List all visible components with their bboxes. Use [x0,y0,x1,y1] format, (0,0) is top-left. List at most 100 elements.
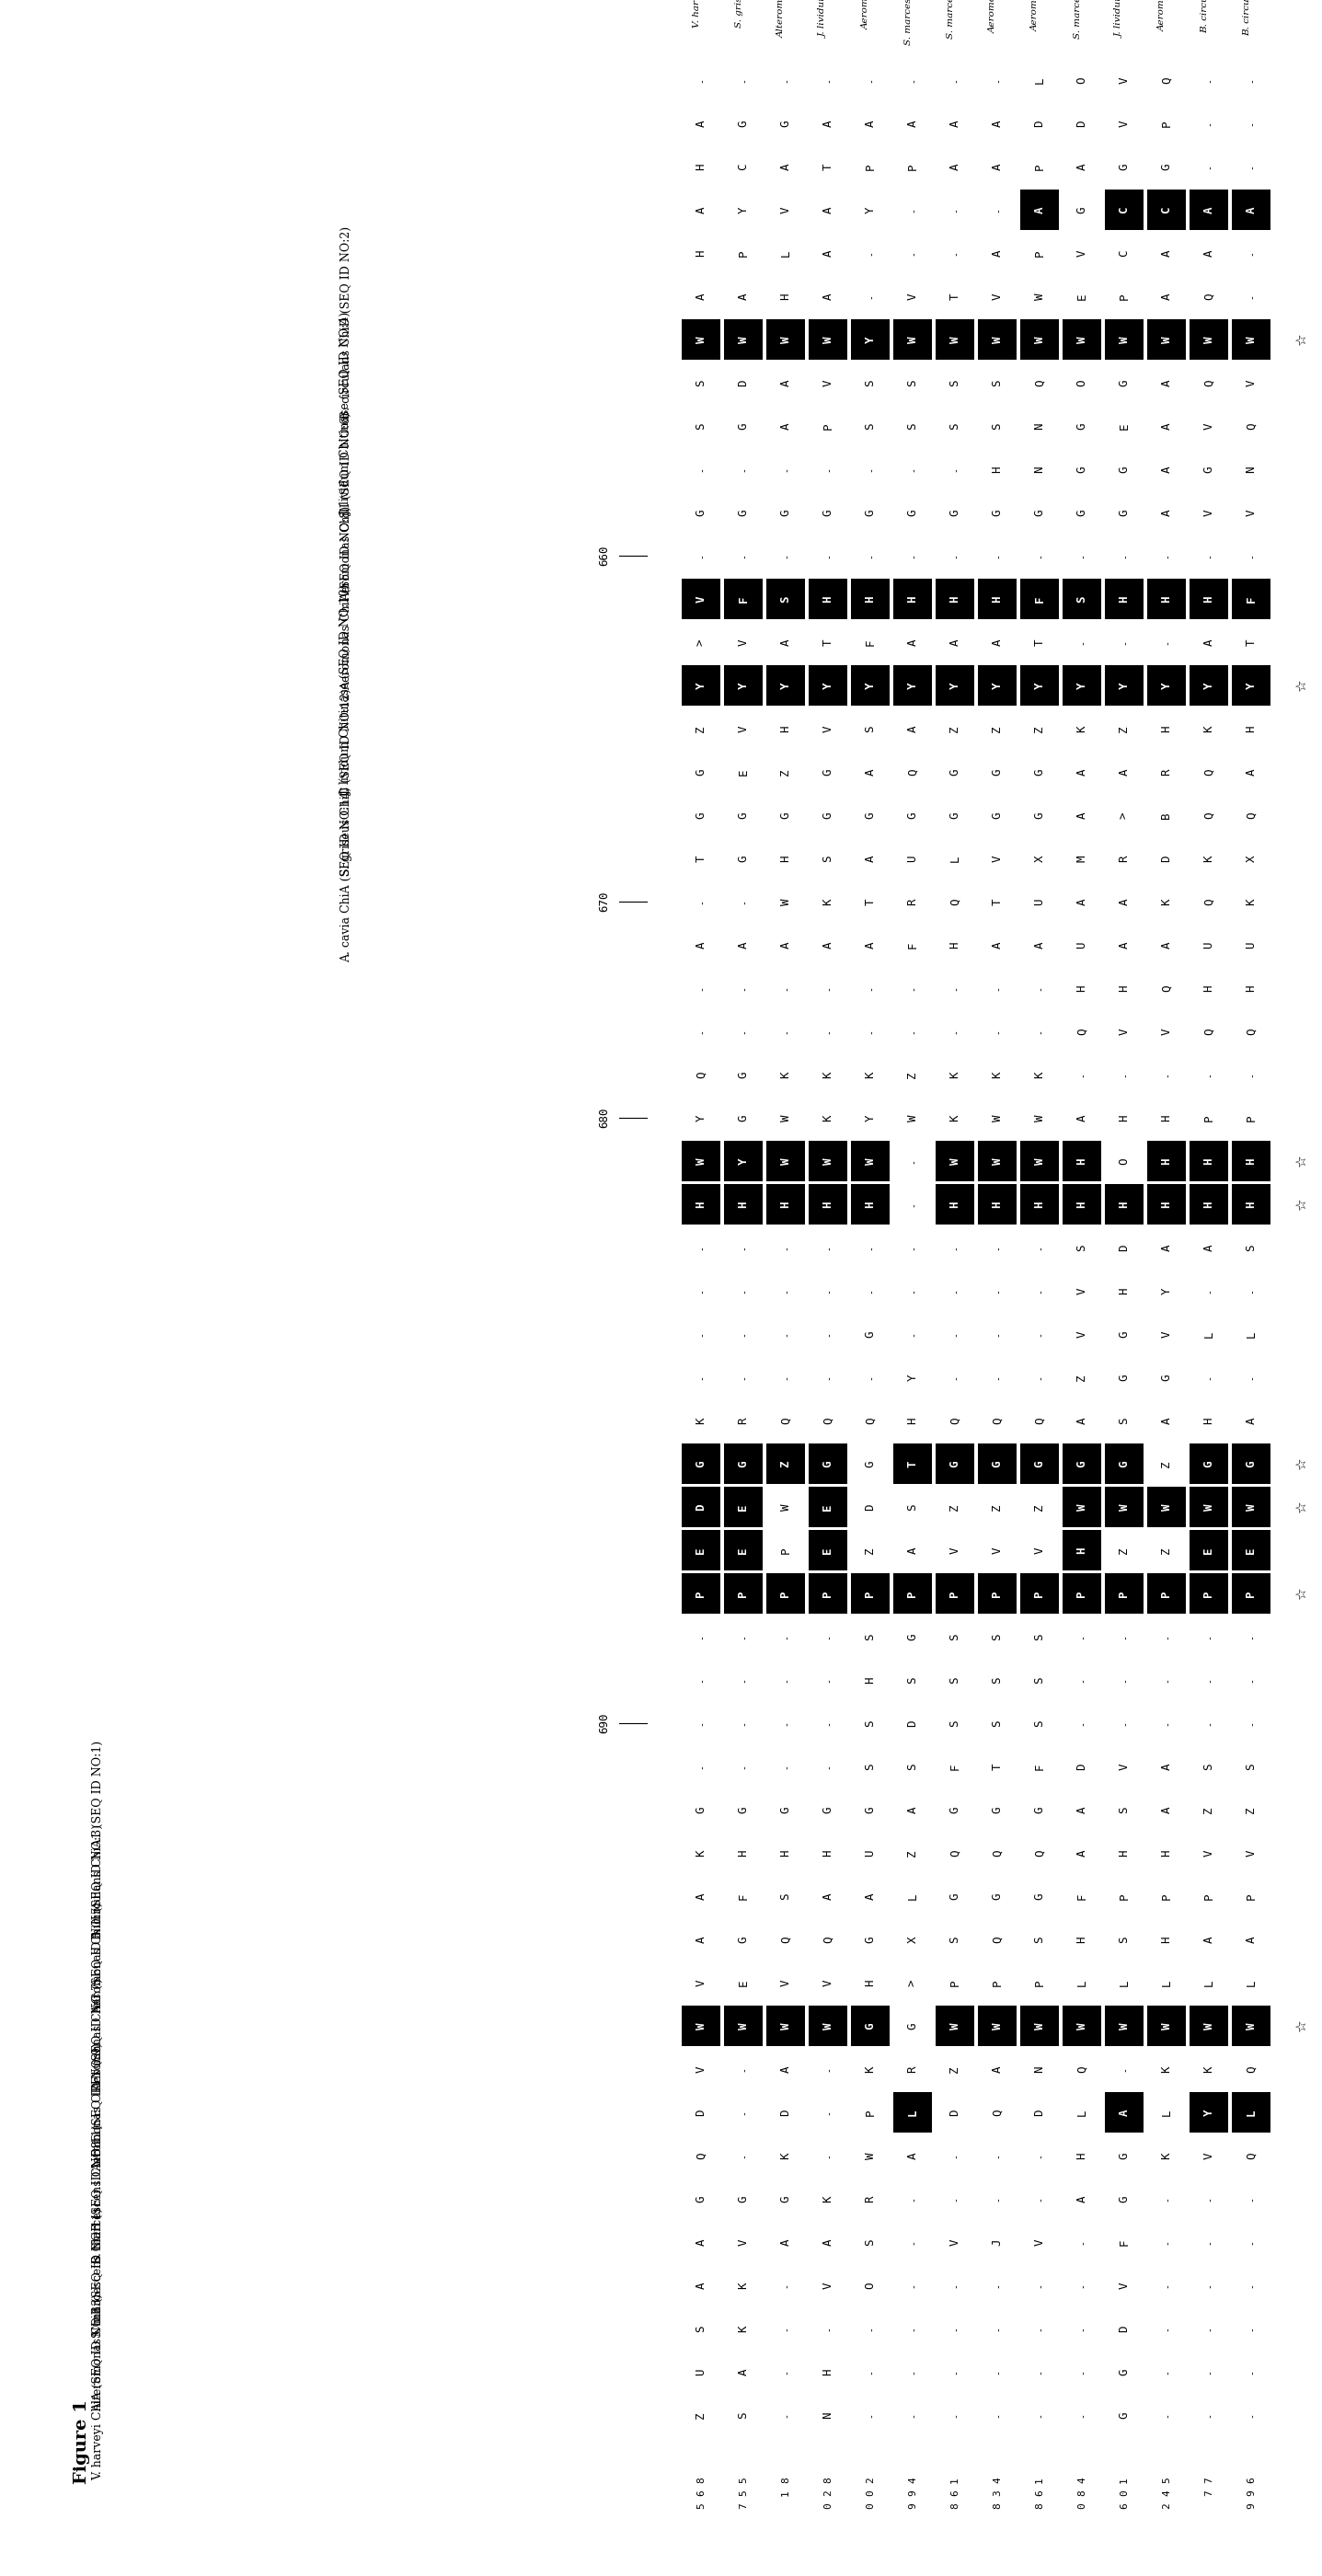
Text: Aeromonas ChiI (SEQ ID NO:8): Aeromonas ChiI (SEQ ID NO:8) [340,505,353,690]
Text: -: - [1120,639,1129,644]
Text: -: - [697,899,706,904]
Text: G: G [738,2195,750,2202]
Text: K: K [1161,899,1173,904]
Text: G: G [992,1461,1003,1468]
Bar [682,319,720,361]
Bar [1105,1443,1144,1484]
Text: Q: Q [1034,1850,1046,1857]
Text: P: P [949,1978,961,1986]
Text: A: A [780,639,792,647]
Text: Z: Z [949,1504,961,1510]
Text: Z: Z [992,1504,1003,1510]
Text: 8: 8 [1035,2501,1044,2509]
Text: G: G [738,811,750,819]
Text: G: G [780,811,792,819]
Text: H: H [822,2367,834,2375]
Text: -: - [1204,121,1214,126]
Text: V: V [822,1978,834,1986]
Bar [1063,1443,1101,1484]
Bar [809,1530,847,1571]
Text: -: - [1247,294,1256,299]
Text: -: - [908,1028,917,1033]
Text: H: H [992,595,1003,603]
Text: -: - [739,2110,748,2115]
Text: -: - [781,1288,791,1293]
Text: P: P [695,1589,707,1597]
Text: 8: 8 [824,2476,833,2483]
Text: -: - [993,2154,1002,2159]
Bar [1021,191,1059,229]
Text: ☆: ☆ [1296,680,1309,693]
Text: H: H [1076,1937,1088,1942]
Text: A: A [695,294,707,299]
Text: A: A [1034,940,1046,948]
Text: A. cavia ChiA (SEQ ID NO:14): A. cavia ChiA (SEQ ID NO:14) [340,786,353,961]
Text: Z: Z [1203,1806,1215,1814]
Bar [767,1574,805,1613]
Text: P: P [1161,1589,1173,1597]
Bar [851,1141,890,1180]
Text: S: S [992,422,1003,430]
Text: -: - [1035,1244,1044,1249]
Text: 8: 8 [993,2501,1002,2509]
Text: T: T [1245,639,1257,647]
Bar [1232,1530,1270,1571]
Text: B. circulans ChiA1: B. circulans ChiA1 [1243,0,1251,36]
Text: S: S [949,1937,961,1942]
Text: -: - [739,1677,748,1682]
Bar [724,580,763,618]
Text: W: W [695,335,707,343]
Text: A: A [992,940,1003,948]
Text: X: X [1034,855,1046,863]
Bar [1021,319,1059,361]
Text: H: H [780,1200,792,1208]
Text: -: - [993,1332,1002,1337]
Text: K: K [1203,2066,1215,2074]
Text: S: S [780,1893,792,1899]
Text: V: V [1203,422,1215,430]
Text: -: - [1162,2326,1171,2331]
Bar [1063,1486,1101,1528]
Text: P: P [1118,1893,1130,1899]
Text: -: - [824,987,833,992]
Bar [1063,1185,1101,1224]
Text: B: B [1161,811,1173,819]
Text: 6: 6 [1035,2488,1044,2496]
Bar [767,580,805,618]
Text: A: A [780,162,792,170]
Bar [1147,319,1186,361]
Text: A: A [1203,250,1215,258]
Text: G: G [949,811,961,819]
Text: A: A [780,422,792,430]
Text: S. griseus ChiC: S. griseus ChiC [735,0,743,28]
Text: -: - [908,250,917,255]
Text: -: - [908,206,917,211]
Text: H: H [949,940,961,948]
Text: -: - [1204,2370,1214,2375]
Text: G: G [738,1937,750,1942]
Bar [1232,1574,1270,1613]
Text: H: H [822,595,834,603]
Text: A: A [1161,250,1173,258]
Text: G: G [780,121,792,126]
Text: -: - [739,987,748,992]
Text: Z: Z [1245,1806,1257,1814]
Text: W: W [1076,2022,1088,2030]
Text: A: A [780,379,792,386]
Text: -: - [1035,1376,1044,1381]
Text: -: - [781,2370,791,2375]
Text: -: - [1204,77,1214,82]
Text: G: G [992,1806,1003,1814]
Text: K: K [780,2151,792,2159]
Text: W: W [1034,2022,1046,2030]
Text: H: H [1245,984,1257,992]
Text: S: S [949,379,961,386]
Text: -: - [739,77,748,82]
Text: U: U [907,855,919,863]
Text: L: L [1203,1978,1215,1986]
Text: S: S [1118,1937,1130,1942]
Text: -: - [951,2154,960,2159]
Text: O: O [1076,379,1088,386]
Text: G: G [695,510,707,515]
Text: -: - [908,1159,917,1164]
